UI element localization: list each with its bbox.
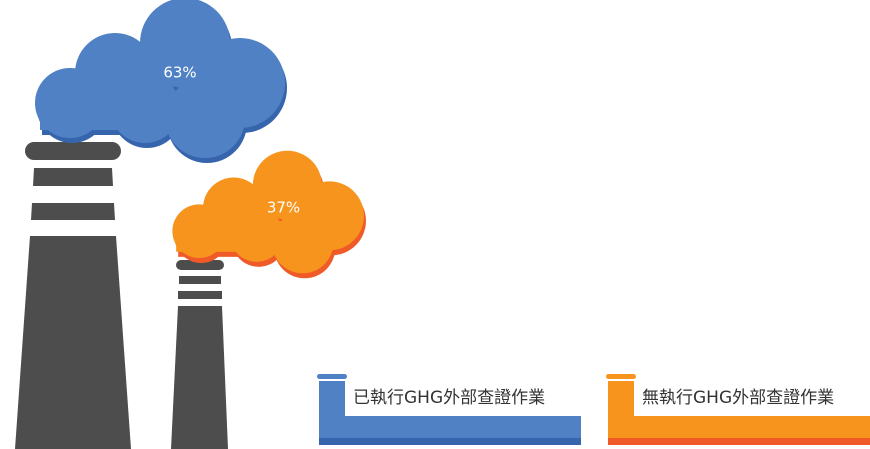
chimney-band — [179, 276, 221, 284]
legend-pipe-cap — [606, 374, 636, 379]
chimney-band — [33, 168, 113, 186]
cloud-part — [165, 78, 245, 158]
legend-pipe-shadow — [319, 438, 581, 445]
legend-pipe-shadow — [608, 438, 870, 445]
chimney-body — [171, 306, 228, 449]
legend-pipe — [319, 416, 581, 438]
cloud-part — [272, 212, 334, 274]
legend-pipe-cap — [317, 374, 347, 379]
chimneys — [15, 142, 228, 449]
value-label: 37% — [267, 199, 300, 217]
cloud — [172, 150, 366, 279]
legend-pipe — [608, 416, 870, 438]
legend-label: 無執行GHG外部查證作業 — [642, 388, 834, 408]
chimney-body — [15, 236, 131, 449]
chimney-band — [31, 203, 115, 220]
legend-label: 已執行GHG外部查證作業 — [353, 388, 545, 408]
cloud-part — [40, 98, 150, 130]
chimney-cap — [25, 142, 121, 160]
chimney-cap — [176, 260, 224, 270]
chimney-band — [178, 291, 222, 299]
value-label: 63% — [163, 64, 196, 82]
cloud — [35, 0, 287, 163]
cloud-part — [176, 227, 261, 252]
